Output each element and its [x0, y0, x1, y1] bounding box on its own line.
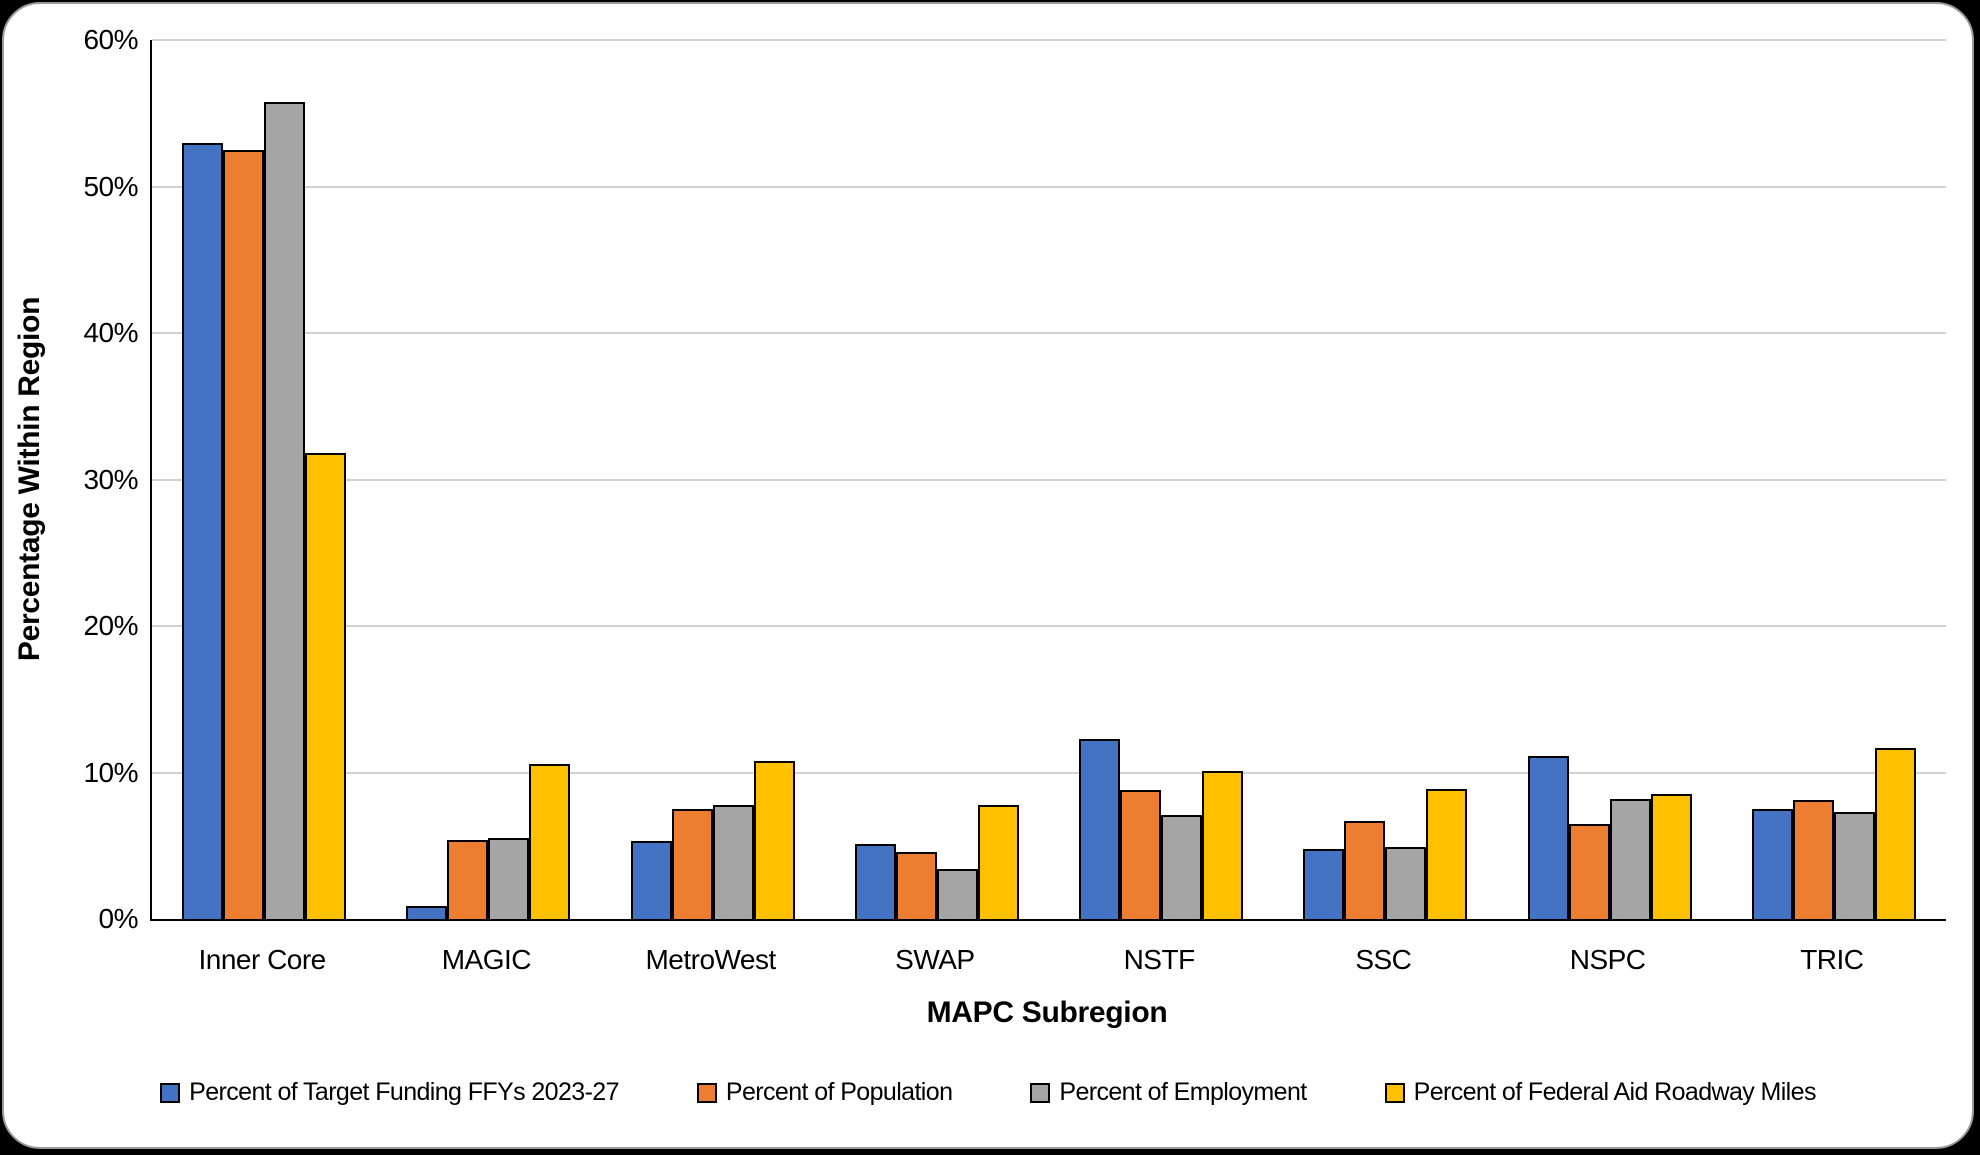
bar-percent-of-federal-aid-roadway-miles-nstf [1202, 771, 1244, 919]
gridline-50 [152, 185, 1946, 188]
legend-swatch-icon [1384, 1082, 1405, 1103]
bar-percent-of-target-funding-ffys-2023-27-metrowest [630, 841, 672, 919]
y-tick-label: 60% [83, 24, 138, 55]
bar-percent-of-employment-swap [936, 869, 978, 919]
bar-percent-of-target-funding-ffys-2023-27-magic [406, 905, 448, 919]
x-tick-label-metrowest: MetroWest [645, 944, 776, 975]
bar-percent-of-employment-tric [1833, 812, 1875, 919]
y-tick-label: 0% [98, 903, 139, 934]
bar-percent-of-federal-aid-roadway-miles-tric [1874, 747, 1916, 919]
legend-label: Percent of Federal Aid Roadway Miles [1413, 1078, 1817, 1106]
bar-percent-of-population-nstf [1120, 790, 1162, 919]
bar-percent-of-population-metrowest [671, 809, 713, 919]
x-axis-title: MAPC Subregion [926, 996, 1168, 1029]
legend-swatch-icon [696, 1082, 717, 1103]
x-tick-label-swap: SWAP [895, 944, 975, 975]
bar-percent-of-federal-aid-roadway-miles-metrowest [753, 760, 795, 919]
bar-percent-of-target-funding-ffys-2023-27-nspc [1527, 756, 1569, 919]
bar-percent-of-target-funding-ffys-2023-27-tric [1751, 809, 1793, 919]
x-tick-label-tric: TRIC [1800, 944, 1864, 975]
bar-percent-of-population-nspc [1568, 823, 1610, 919]
bar-percent-of-federal-aid-roadway-miles-inner-core [305, 453, 347, 919]
x-tick-label-ssc: SSC [1355, 944, 1412, 975]
legend-label: Percent of Population [725, 1078, 953, 1106]
bar-percent-of-employment-magic [488, 838, 530, 919]
bar-percent-of-population-tric [1792, 800, 1834, 919]
y-tick-label: 10% [83, 756, 138, 788]
legend-swatch-icon [160, 1082, 181, 1103]
bar-percent-of-employment-metrowest [712, 804, 754, 919]
gridline-60 [152, 39, 1946, 41]
legend-label: Percent of Employment [1059, 1078, 1307, 1106]
bar-percent-of-employment-nspc [1609, 798, 1651, 919]
x-tick-label-nspc: NSPC [1569, 944, 1646, 975]
gridline-20 [152, 625, 1946, 627]
bar-percent-of-federal-aid-roadway-miles-swap [977, 804, 1019, 919]
bar-percent-of-population-ssc [1344, 820, 1386, 919]
gridline-40 [152, 332, 1946, 334]
gridline-10 [152, 771, 1946, 774]
plot-area [150, 39, 1946, 921]
bar-percent-of-population-magic [447, 839, 489, 919]
bar-percent-of-target-funding-ffys-2023-27-ssc [1303, 848, 1345, 919]
legend-item: Percent of Target Funding FFYs 2023-27 [160, 1078, 620, 1107]
x-tick-label-nstf: NSTF [1123, 944, 1196, 975]
bar-percent-of-target-funding-ffys-2023-27-swap [854, 844, 896, 919]
x-tick-label-magic: MAGIC [441, 944, 532, 975]
bar-percent-of-federal-aid-roadway-miles-magic [529, 763, 571, 919]
legend-label: Percent of Target Funding FFYs 2023-27 [189, 1078, 619, 1106]
bar-percent-of-federal-aid-roadway-miles-ssc [1426, 788, 1468, 919]
y-tick-label: 30% [83, 463, 138, 495]
y-tick-label: 50% [83, 170, 138, 202]
bar-percent-of-target-funding-ffys-2023-27-inner-core [182, 142, 224, 919]
gridline-30 [152, 478, 1946, 481]
y-tick-label: 20% [83, 610, 138, 641]
bar-percent-of-employment-inner-core [264, 101, 306, 919]
legend: Percent of Target Funding FFYs 2023-27 Pe… [0, 1078, 1976, 1107]
legend-swatch-icon [1030, 1082, 1051, 1103]
bar-percent-of-target-funding-ffys-2023-27-nstf [1079, 738, 1121, 919]
y-tick-label: 40% [83, 317, 138, 348]
bar-percent-of-employment-nstf [1161, 815, 1203, 919]
bar-percent-of-federal-aid-roadway-miles-nspc [1650, 794, 1692, 919]
legend-item: Percent of Population [696, 1078, 953, 1107]
x-tick-label-inner-core: Inner Core [198, 944, 326, 975]
bar-percent-of-population-swap [895, 851, 937, 919]
legend-item: Percent of Federal Aid Roadway Miles [1384, 1078, 1817, 1107]
bar-percent-of-employment-ssc [1385, 847, 1427, 919]
legend-item: Percent of Employment [1030, 1078, 1307, 1107]
bar-percent-of-population-inner-core [223, 149, 265, 919]
